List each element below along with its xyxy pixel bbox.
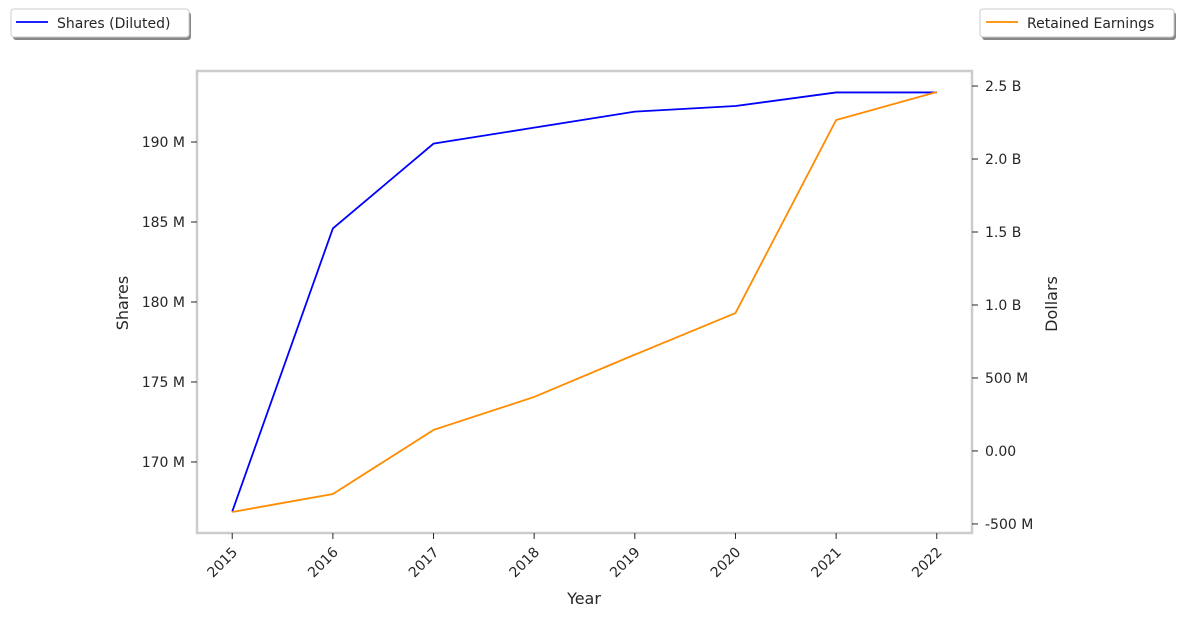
left-tick-label: 190 M: [142, 135, 185, 151]
left-tick-label: 185 M: [142, 215, 185, 231]
legend-shares-label: Shares (Diluted): [57, 16, 171, 32]
right-axis-label: Dollars: [1042, 276, 1061, 332]
legend-retained: Retained Earnings: [979, 8, 1176, 40]
left-tick-label: 180 M: [142, 295, 185, 311]
shares-diluted-line: [231, 91, 937, 512]
x-tick-label: 2018: [506, 545, 543, 582]
right-tick-label: 0.00: [985, 444, 1016, 460]
x-tick-label: 2017: [406, 545, 443, 582]
plot-frame: [195, 69, 974, 535]
right-tick-label: 2.0 B: [985, 152, 1021, 168]
retained-earnings-line: [232, 91, 938, 513]
right-tick-label: 500 M: [985, 371, 1028, 387]
x-tick-label: 2020: [708, 545, 745, 582]
right-tick-label: 1.0 B: [985, 298, 1021, 314]
right-tick-label: 1.5 B: [985, 225, 1021, 241]
x-tick-label: 2015: [205, 545, 242, 582]
legend-shares: Shares (Diluted): [10, 8, 191, 40]
left-axis-label: Shares: [113, 276, 132, 331]
left-tick-label: 175 M: [142, 375, 185, 391]
left-tick-label: 170 M: [142, 455, 185, 471]
x-tick-label: 2019: [607, 545, 644, 582]
x-tick-label: 2016: [305, 544, 342, 581]
right-tick-label: 2.5 B: [985, 79, 1021, 95]
x-tick-label: 2022: [909, 545, 946, 582]
right-tick-label: -500 M: [985, 517, 1033, 533]
x-axis-label: Year: [566, 589, 601, 608]
x-tick-label: 2021: [808, 545, 845, 582]
legend-retained-label: Retained Earnings: [1027, 16, 1154, 32]
